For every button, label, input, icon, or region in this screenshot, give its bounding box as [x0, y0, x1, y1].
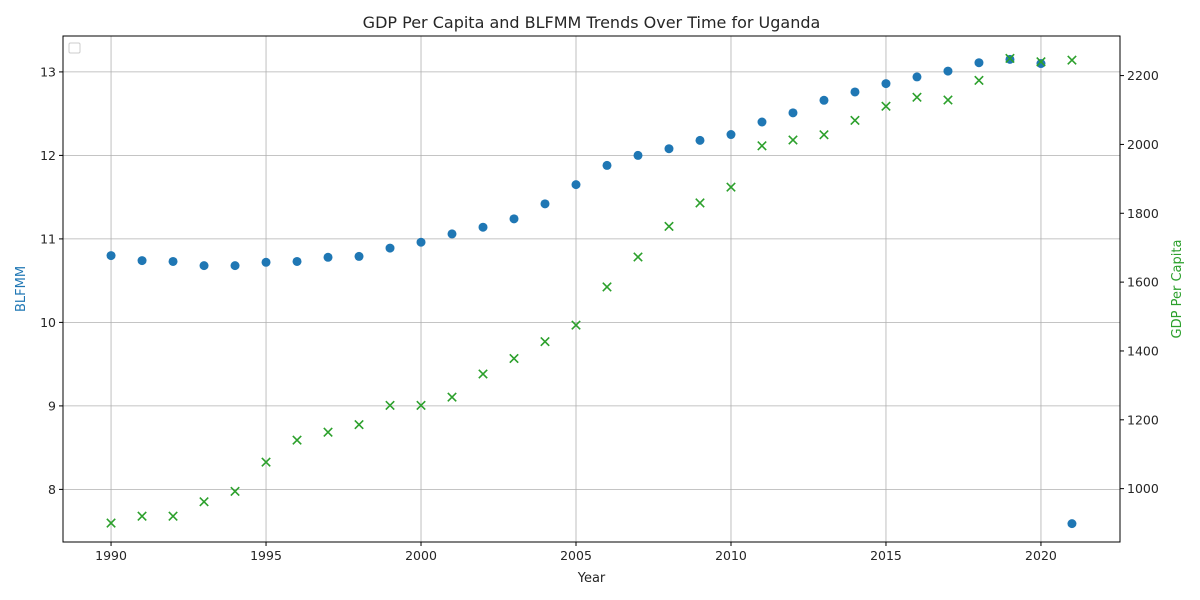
blflmm-point: [788, 108, 798, 118]
y-left-tick-label: 11: [40, 231, 56, 246]
gdp-point: [323, 427, 333, 437]
blflmm-point: [354, 251, 364, 261]
blflmm-point: [602, 160, 612, 170]
y-right-tick-label: 1000: [1127, 481, 1159, 496]
blflmm-point: [881, 79, 891, 89]
gdp-point: [1005, 53, 1015, 64]
gdp-point: [385, 400, 395, 411]
gdp-point: [292, 435, 302, 445]
x-tick-label: 2020: [1025, 548, 1057, 563]
blflmm-point: [974, 58, 984, 68]
gdp-point: [695, 198, 705, 208]
blflmm-point: [571, 180, 581, 190]
blflmm-point: [850, 87, 860, 97]
gdp-point: [571, 320, 581, 330]
blflmm-point: [912, 72, 922, 82]
blflmm-point: [1067, 519, 1077, 529]
gdp-point: [664, 221, 674, 232]
blflmm-point: [943, 66, 953, 76]
x-tick-label: 1990: [95, 548, 127, 563]
gdp-series: [106, 53, 1077, 528]
x-tick-label: 2005: [560, 548, 592, 563]
gdp-point: [881, 101, 891, 111]
legend-box: [68, 42, 81, 54]
blflmm-point: [137, 256, 147, 266]
y-right-tick-label: 1200: [1127, 412, 1159, 427]
blflmm-point: [478, 222, 488, 232]
y-left-tick-label: 12: [40, 148, 56, 163]
gdp-point: [478, 369, 488, 379]
blflmm-point: [199, 261, 209, 271]
x-tick-label: 2000: [405, 548, 437, 563]
blflmm-point: [261, 257, 271, 267]
blflmm-point: [819, 95, 829, 105]
y-right-tick-label: 2000: [1127, 137, 1159, 152]
y-left-tick-label: 10: [40, 315, 56, 330]
y-axis-right-title: GDP Per Capita: [1170, 240, 1185, 339]
y-axis-left: 8 9 10 11 12 13: [40, 64, 63, 497]
gdp-point: [1036, 57, 1046, 67]
x-axis: 1990 1995 2000 2005 2010 2015 2020: [95, 542, 1057, 563]
y-left-tick-label: 13: [40, 64, 56, 79]
gdp-point: [540, 336, 550, 347]
blflmm-point: [323, 252, 333, 262]
gdp-point: [602, 282, 612, 292]
gdp-point: [633, 252, 643, 262]
blflmm-point: [664, 144, 674, 154]
blflmm-point: [633, 150, 643, 160]
y-right-tick-label: 1600: [1127, 275, 1159, 290]
x-axis-title: Year: [577, 571, 606, 586]
y-axis-right: 1000 1200 1400 1600 1800 2000 2200: [1120, 68, 1159, 496]
blflmm-point: [230, 261, 240, 271]
blflmm-point: [695, 135, 705, 145]
gdp-point: [168, 511, 178, 521]
gdp-point: [106, 518, 116, 528]
gdp-point: [912, 92, 922, 103]
blflmm-series: [106, 54, 1077, 529]
gdp-point: [230, 486, 240, 497]
grid: [63, 36, 1120, 542]
gdp-point: [354, 419, 364, 430]
gdp-point: [788, 135, 798, 145]
blflmm-point: [106, 251, 116, 261]
gdp-point: [819, 130, 829, 140]
blflmm-point: [1036, 59, 1046, 69]
y-right-tick-label: 1400: [1127, 343, 1159, 358]
blflmm-point: [416, 237, 426, 247]
y-axis-left-title: BLFMM: [14, 266, 29, 312]
x-tick-label: 1995: [250, 548, 282, 563]
blflmm-point: [726, 130, 736, 140]
y-left-tick-label: 8: [48, 482, 56, 497]
gdp-point: [137, 511, 147, 521]
plot-frame: [62, 35, 1121, 543]
gdp-point: [261, 457, 271, 467]
gdp-point: [416, 400, 426, 411]
y-right-tick-label: 2200: [1127, 68, 1159, 83]
blflmm-point: [509, 214, 519, 224]
gdp-point: [974, 75, 984, 86]
blflmm-point: [385, 243, 395, 253]
blflmm-point: [292, 256, 302, 266]
blflmm-point: [447, 229, 457, 239]
x-tick-label: 2015: [870, 548, 902, 563]
gdp-point: [726, 182, 736, 192]
blflmm-point: [757, 117, 767, 127]
gdp-point: [1067, 55, 1077, 65]
gdp-point: [757, 141, 767, 151]
chart-title: GDP Per Capita and BLFMM Trends Over Tim…: [363, 13, 821, 32]
gdp-point: [199, 496, 209, 507]
y-right-tick-label: 1800: [1127, 206, 1159, 221]
y-left-tick-label: 9: [48, 398, 56, 413]
gdp-point: [850, 115, 860, 126]
gdp-point: [943, 95, 953, 105]
gdp-point: [509, 353, 519, 364]
blflmm-point: [540, 199, 550, 209]
x-tick-label: 2010: [715, 548, 747, 563]
gdp-point: [447, 392, 457, 402]
blflmm-point: [168, 256, 178, 266]
